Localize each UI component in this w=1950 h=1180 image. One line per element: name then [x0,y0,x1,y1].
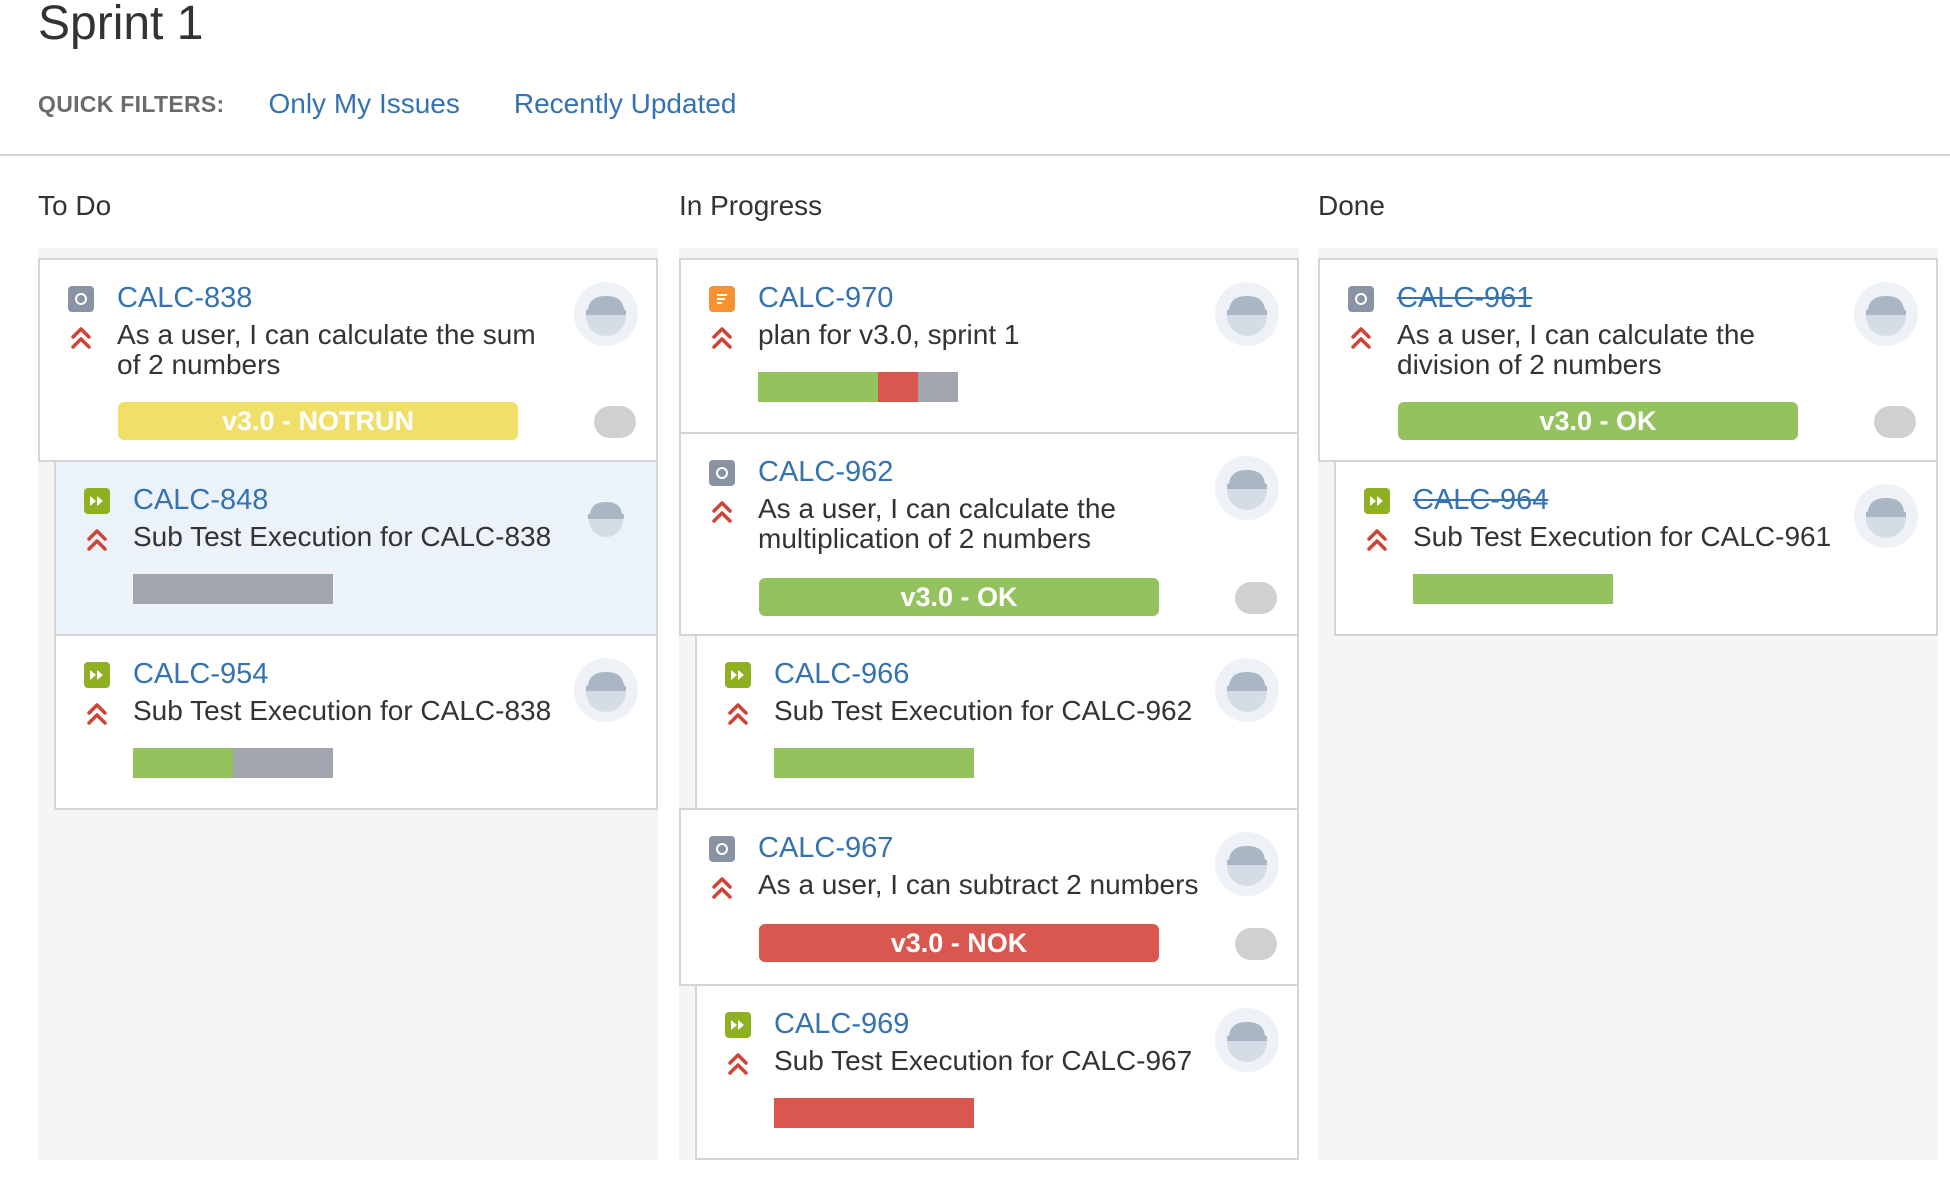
page-title: Sprint 1 [38,0,204,50]
issue-summary-line-2: multiplication of 2 numbers [758,523,1092,554]
issue-summary: As a user, I can calculate the sum of 2 … [117,320,536,380]
issue-summary: As a user, I can calculate the multiplic… [758,494,1116,554]
progress-segment-passed [133,748,233,778]
issue-summary-line-1: As a user, I can calculate the sum [117,319,536,350]
issue-key[interactable]: CALC-966 [774,658,910,690]
test-issue-icon [68,286,94,312]
issue-summary-line-1: As a user, I can calculate the [758,493,1116,524]
issue-card-calc-838[interactable]: CALC-838 As a user, I can calculate the … [38,258,658,462]
issue-summary: Sub Test Execution for CALC-838 [133,695,552,726]
column-header-done: Done [1318,190,1385,221]
filter-recently-updated[interactable]: Recently Updated [513,88,737,119]
issue-summary-line-2: of 2 numbers [117,349,281,380]
highest-priority-icon [712,327,732,349]
issue-card-calc-966[interactable]: CALC-966 Sub Test Execution for CALC-962 [695,634,1299,810]
highest-priority-icon [712,501,732,523]
highest-priority-icon [87,529,107,551]
issue-key[interactable]: CALC-967 [758,832,894,864]
issue-key[interactable]: CALC-970 [758,282,894,314]
toggle-subtasks-button[interactable] [1874,406,1916,438]
progress-segment-failed [878,372,918,402]
issue-summary: Sub Test Execution for CALC-962 [774,695,1193,726]
filter-only-my-issues[interactable]: Only My Issues [268,88,460,119]
test-status-badge: v3.0 - NOK [759,924,1159,962]
test-progress-bar [774,748,974,778]
quick-filters: QUICK FILTERS: Only My Issues Recently U… [38,84,790,124]
default-avatar-icon[interactable] [1215,282,1279,346]
issue-key[interactable]: CALC-969 [774,1008,910,1040]
default-avatar-icon[interactable] [1215,658,1279,722]
test-issue-icon [1348,286,1374,312]
header-divider [0,154,1950,156]
progress-segment-notrun [133,574,333,604]
issue-card-calc-967[interactable]: CALC-967 As a user, I can subtract 2 num… [679,808,1299,986]
test-plan-icon [709,286,735,312]
issue-card-calc-970[interactable]: CALC-970 plan for v3.0, sprint 1 [679,258,1299,434]
issue-card-calc-954[interactable]: CALC-954 Sub Test Execution for CALC-838 [54,634,658,810]
issue-summary: As a user, I can subtract 2 numbers [758,869,1199,900]
highest-priority-icon [1367,529,1387,551]
toggle-subtasks-button[interactable] [1235,582,1277,614]
test-execution-icon [1364,488,1390,514]
progress-segment-passed [758,372,878,402]
issue-card-calc-964[interactable]: CALC-964 Sub Test Execution for CALC-961 [1334,460,1938,636]
issue-summary-line-2: division of 2 numbers [1397,349,1662,380]
test-execution-icon [725,662,751,688]
test-issue-icon [709,836,735,862]
default-avatar-icon[interactable] [1854,484,1918,548]
toggle-subtasks-button[interactable] [594,406,636,438]
issue-summary: Sub Test Execution for CALC-838 [133,521,552,552]
test-execution-icon [725,1012,751,1038]
test-progress-bar [774,1098,974,1128]
test-status-badge: v3.0 - OK [1398,402,1798,440]
issue-card-calc-962[interactable]: CALC-962 As a user, I can calculate the … [679,432,1299,636]
issue-key[interactable]: CALC-961 [1397,282,1533,314]
test-execution-icon [84,488,110,514]
highest-priority-icon [728,703,748,725]
test-execution-icon [84,662,110,688]
issue-summary: plan for v3.0, sprint 1 [758,319,1020,350]
default-avatar-icon[interactable] [574,658,638,722]
quick-filters-label: QUICK FILTERS: [38,90,225,117]
test-status-badge: v3.0 - OK [759,578,1159,616]
highest-priority-icon [728,1053,748,1075]
issue-summary: Sub Test Execution for CALC-961 [1413,521,1832,552]
issue-summary: As a user, I can calculate the division … [1397,320,1755,380]
progress-segment-notrun [918,372,958,402]
issue-key[interactable]: CALC-964 [1413,484,1549,516]
progress-segment-failed [774,1098,974,1128]
highest-priority-icon [71,327,91,349]
test-progress-bar [133,574,333,604]
progress-segment-passed [774,748,974,778]
column-header-in-progress: In Progress [679,190,823,221]
issue-summary-line-1: As a user, I can calculate the [1397,319,1755,350]
highest-priority-icon [1351,327,1371,349]
issue-card-calc-961[interactable]: CALC-961 As a user, I can calculate the … [1318,258,1938,462]
test-status-badge: v3.0 - NOTRUN [118,402,518,440]
test-progress-bar [758,372,958,402]
default-avatar-icon[interactable] [1854,282,1918,346]
issue-key[interactable]: CALC-838 [117,282,253,314]
default-avatar-icon[interactable] [1215,1008,1279,1072]
issue-key[interactable]: CALC-954 [133,658,269,690]
highest-priority-icon [87,703,107,725]
issue-key[interactable]: CALC-848 [133,484,269,516]
default-avatar-icon[interactable] [574,282,638,346]
progress-segment-passed [1413,574,1613,604]
default-avatar-icon[interactable] [1215,832,1279,896]
test-progress-bar [1413,574,1613,604]
issue-card-calc-969[interactable]: CALC-969 Sub Test Execution for CALC-967 [695,984,1299,1160]
toggle-subtasks-button[interactable] [1235,928,1277,960]
column-header-to-do: To Do [38,190,112,221]
issue-card-calc-848[interactable]: CALC-848 Sub Test Execution for CALC-838 [54,460,658,636]
progress-segment-notrun [233,748,333,778]
default-avatar-icon[interactable] [582,494,630,542]
issue-key[interactable]: CALC-962 [758,456,894,488]
default-avatar-icon[interactable] [1215,456,1279,520]
issue-summary: Sub Test Execution for CALC-967 [774,1045,1193,1076]
test-progress-bar [133,748,333,778]
highest-priority-icon [712,877,732,899]
test-issue-icon [709,460,735,486]
